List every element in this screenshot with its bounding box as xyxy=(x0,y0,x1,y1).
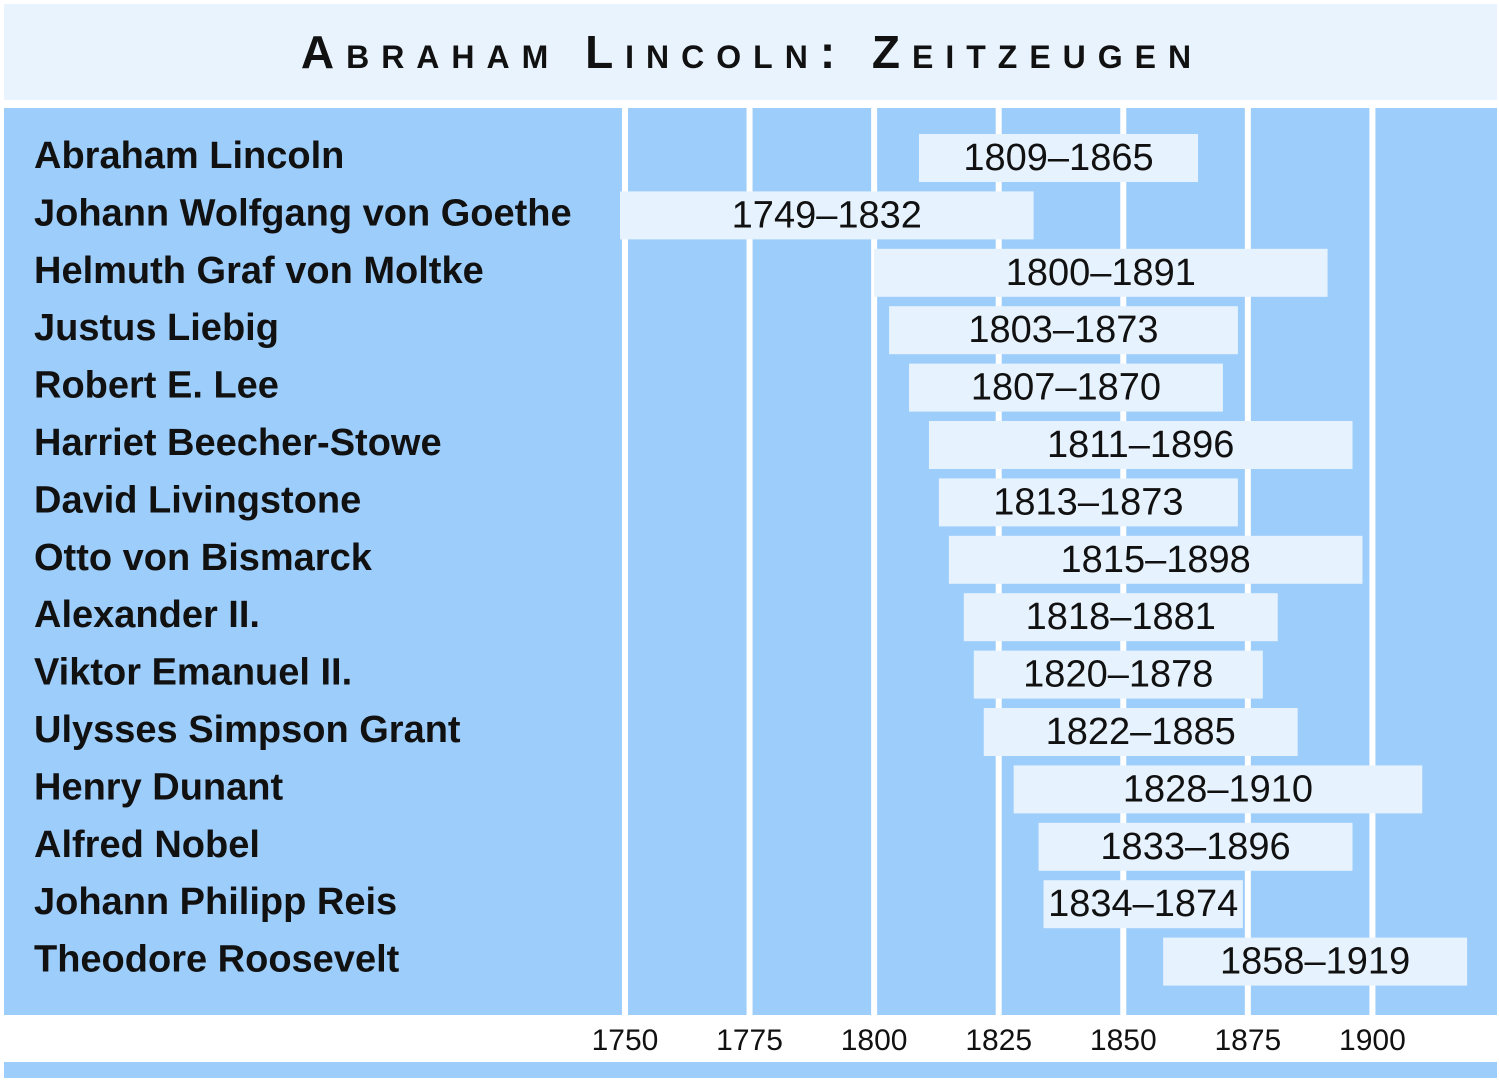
value-label: 1749–1832 xyxy=(732,194,922,236)
value-label: 1834–1874 xyxy=(1048,883,1238,925)
lifespan-bar xyxy=(1038,822,1353,871)
footer-band xyxy=(4,1062,1497,1078)
chart-title: Abraham Lincoln: Zeitzeugen xyxy=(301,26,1203,78)
lifespan-bar xyxy=(928,421,1353,469)
lifespan-bar xyxy=(889,306,1238,355)
value-label: 1811–1896 xyxy=(1047,424,1234,466)
row-label: Theodore Roosevelt xyxy=(34,939,400,981)
value-label: 1822–1885 xyxy=(1046,711,1236,753)
row-label: David Livingstone xyxy=(34,479,361,521)
x-tick-label: 1875 xyxy=(1214,1024,1281,1057)
lifespan-bar xyxy=(938,478,1238,527)
value-label: 1809–1865 xyxy=(963,137,1153,179)
row-label: Abraham Lincoln xyxy=(34,135,344,177)
lifespan-bar xyxy=(983,708,1298,756)
lifespan-bar xyxy=(948,535,1363,584)
value-label: 1828–1910 xyxy=(1123,768,1313,810)
header-band xyxy=(4,4,1497,100)
row-label: Otto von Bismarck xyxy=(34,537,373,579)
value-label: 1818–1881 xyxy=(1026,596,1216,638)
x-tick-label: 1850 xyxy=(1090,1024,1157,1057)
row-label: Henry Dunant xyxy=(34,766,283,808)
lifespan-bar xyxy=(874,248,1328,297)
row-label: Harriet Beecher-Stowe xyxy=(34,422,442,464)
row-label: Viktor Emanuel II. xyxy=(34,652,352,694)
value-label: 1858–1919 xyxy=(1220,941,1410,983)
value-label: 1820–1878 xyxy=(1023,654,1213,696)
row-label: Ulysses Simpson Grant xyxy=(34,709,461,751)
row-label: Helmuth Graf von Moltke xyxy=(34,250,484,292)
lifespan-bar xyxy=(963,593,1278,642)
value-label: 1833–1896 xyxy=(1100,826,1290,868)
row-label: Alfred Nobel xyxy=(34,824,260,866)
lifespan-bar xyxy=(620,191,1034,240)
row-label: Robert E. Lee xyxy=(34,365,279,407)
x-tick-label: 1900 xyxy=(1339,1024,1406,1057)
row-label: Johann Philipp Reis xyxy=(34,881,397,923)
row-label: Alexander II. xyxy=(34,594,260,636)
lifespan-bar xyxy=(973,650,1263,699)
lifespan-bar xyxy=(1043,880,1243,929)
lifespan-bar xyxy=(1163,937,1468,986)
x-tick-label: 1825 xyxy=(965,1024,1032,1057)
value-label: 1815–1898 xyxy=(1061,539,1251,581)
row-label: Justus Liebig xyxy=(34,307,279,349)
value-label: 1803–1873 xyxy=(968,309,1158,351)
x-tick-label: 1800 xyxy=(841,1024,908,1057)
value-label: 1800–1891 xyxy=(1006,252,1196,294)
lifespan-bar xyxy=(918,134,1199,182)
x-tick-label: 1750 xyxy=(592,1024,659,1057)
value-label: 1813–1873 xyxy=(993,481,1183,523)
lifespan-bar xyxy=(1013,765,1423,814)
value-label: 1807–1870 xyxy=(971,367,1161,409)
x-tick-label: 1775 xyxy=(716,1024,783,1057)
row-label: Johann Wolfgang von Goethe xyxy=(34,192,572,234)
lifespan-bar xyxy=(909,363,1223,412)
